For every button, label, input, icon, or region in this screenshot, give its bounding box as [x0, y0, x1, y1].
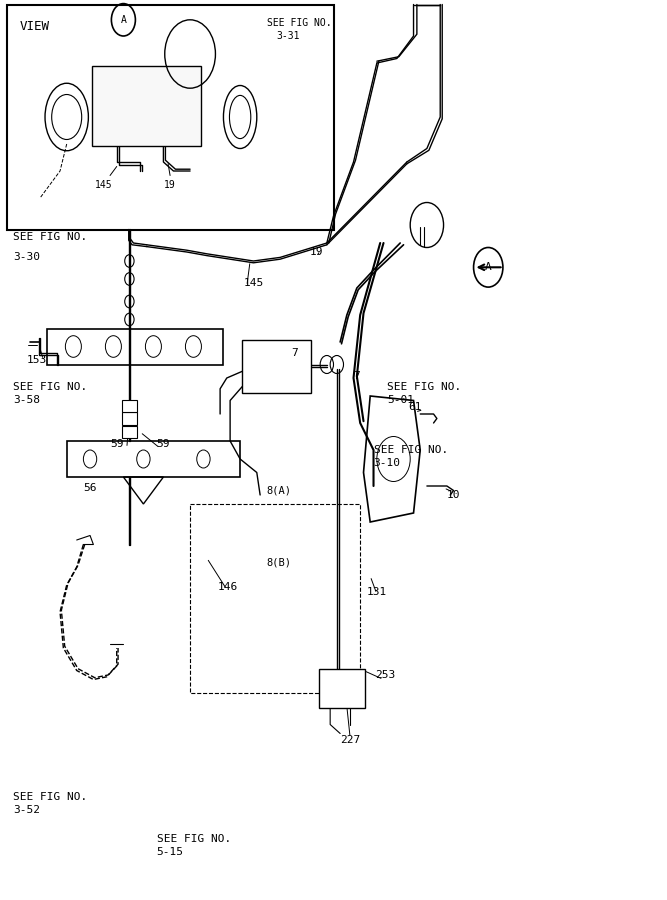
- Text: 5-01: 5-01: [387, 395, 414, 406]
- Text: 59: 59: [157, 438, 170, 449]
- Text: 19: 19: [164, 180, 176, 190]
- Text: 253: 253: [376, 670, 396, 680]
- FancyBboxPatch shape: [122, 400, 137, 412]
- FancyBboxPatch shape: [122, 426, 137, 438]
- Text: 3-31: 3-31: [277, 31, 300, 41]
- Text: VIEW: VIEW: [20, 20, 50, 32]
- Text: 145: 145: [95, 180, 112, 190]
- FancyBboxPatch shape: [7, 4, 334, 230]
- Text: 8(B): 8(B): [266, 557, 291, 568]
- Text: 19: 19: [310, 247, 323, 257]
- Text: SEE FIG NO.: SEE FIG NO.: [387, 382, 461, 392]
- Text: 145: 145: [243, 278, 263, 289]
- FancyBboxPatch shape: [242, 340, 311, 393]
- Text: 3-52: 3-52: [13, 805, 40, 815]
- Text: SEE FIG NO.: SEE FIG NO.: [267, 17, 331, 28]
- Text: 131: 131: [367, 587, 387, 598]
- Text: 8(A): 8(A): [266, 485, 291, 496]
- FancyBboxPatch shape: [122, 412, 137, 425]
- Text: 3-30: 3-30: [13, 252, 40, 262]
- Text: 5-15: 5-15: [157, 847, 183, 858]
- Text: SEE FIG NO.: SEE FIG NO.: [13, 382, 87, 392]
- Text: 146: 146: [218, 581, 238, 592]
- Text: A: A: [121, 14, 126, 25]
- Text: 61: 61: [408, 401, 422, 412]
- Text: 153: 153: [27, 355, 47, 365]
- Text: A: A: [485, 262, 492, 273]
- Text: 59: 59: [110, 438, 123, 449]
- Text: 7: 7: [354, 371, 360, 382]
- Text: 3-10: 3-10: [374, 458, 400, 469]
- Text: 227: 227: [340, 734, 360, 745]
- Text: 56: 56: [83, 482, 97, 493]
- FancyBboxPatch shape: [92, 66, 201, 146]
- Text: 3-58: 3-58: [13, 395, 40, 406]
- Text: 10: 10: [447, 490, 460, 500]
- Text: SEE FIG NO.: SEE FIG NO.: [13, 232, 87, 242]
- FancyBboxPatch shape: [319, 669, 365, 708]
- Text: SEE FIG NO.: SEE FIG NO.: [157, 833, 231, 844]
- Text: SEE FIG NO.: SEE FIG NO.: [374, 445, 448, 455]
- Text: 7: 7: [291, 347, 298, 358]
- Text: SEE FIG NO.: SEE FIG NO.: [13, 791, 87, 802]
